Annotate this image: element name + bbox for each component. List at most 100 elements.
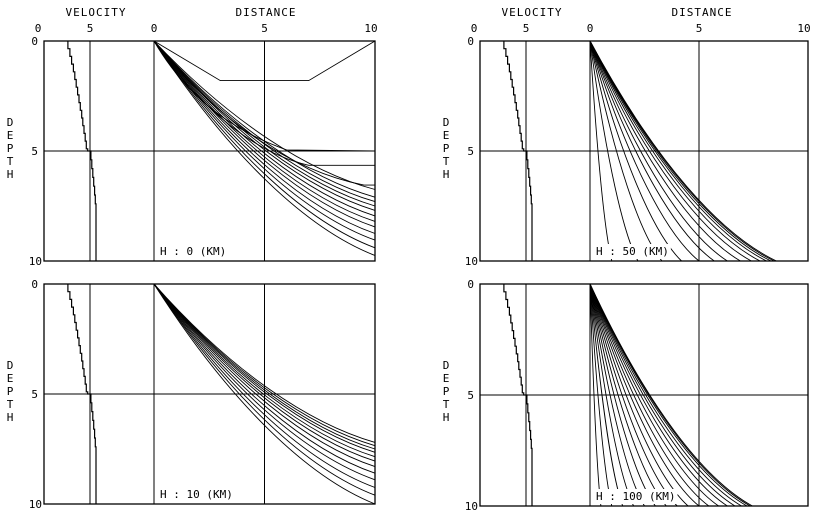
ray-path [153,40,376,241]
ray-path [153,283,376,462]
ray-path [153,40,376,222]
height-annotation: H : 100 (KM) [596,490,675,503]
distance-tick-label: 5 [696,22,703,35]
ray-path [153,40,376,234]
depth-axis-label-letter: E [7,372,14,385]
ray-path [589,40,767,262]
height-annotation: H : 0 (KM) [160,245,226,258]
distance-tick-label: 10 [797,22,810,35]
ray-path [589,283,710,507]
ray-path [589,40,752,262]
ray-path [589,40,700,262]
velocity-tick-label: 0 [35,22,42,35]
depth-tick-label: 10 [465,255,478,268]
depth-axis-label-letter: D [7,359,14,372]
ray-path [153,283,376,447]
distance-tick-label: 5 [261,22,268,35]
depth-tick-label: 5 [467,389,474,402]
depth-axis-label-letter: H [443,411,450,424]
ray-path [589,283,728,507]
ray-path [589,283,753,507]
depth-axis-label-letter: P [443,385,450,398]
depth-axis-label-letter: P [7,142,14,155]
height-annotation: H : 10 (KM) [160,488,233,501]
ray-path [153,40,376,198]
depth-tick-label: 5 [467,145,474,158]
ray-path [589,283,700,507]
depth-axis-label-letter: P [7,385,14,398]
annotation-background [158,244,229,259]
distance-tick-label: 0 [151,22,158,35]
ray-path [589,40,715,262]
ray-path [153,283,376,458]
ray-path [589,40,728,262]
velocity-axis-title: VELOCITY [66,6,127,19]
ray-path [153,40,376,207]
depth-tick-label: 10 [29,498,42,511]
depth-axis-label-letter: E [443,372,450,385]
ray-path [153,40,376,82]
velocity-profile-line [67,41,97,261]
ray-path [153,40,376,211]
ray-path [589,40,777,262]
depth-tick-label: 5 [31,388,38,401]
depth-axis-label-letter: E [443,129,450,142]
distance-tick-label: 0 [587,22,594,35]
ray-path [589,283,742,507]
ray-path [153,40,376,228]
velocity-profile-line [503,284,533,506]
ray-path [153,283,376,488]
ray-path [589,40,682,262]
ray-path [589,283,719,507]
ray-path [153,40,376,203]
depth-tick-label: 0 [31,35,38,48]
ray-path [153,40,376,249]
annotation-background [594,489,678,504]
depth-axis-label-letter: P [443,142,450,155]
depth-axis-label-letter: H [7,168,14,181]
height-annotation: H : 50 (KM) [596,245,669,258]
ray-path [153,283,376,453]
depth-axis-label-letter: T [7,398,14,411]
ray-path [153,283,376,443]
ray-path [153,283,376,474]
velocity-tick-label: 5 [87,22,94,35]
ray-path [589,283,736,507]
ray-path [153,283,376,496]
depth-axis-label-letter: T [7,155,14,168]
distance-tick-label: 10 [364,22,377,35]
velocity-profile-line [503,41,533,261]
depth-tick-label: 0 [467,278,474,291]
depth-tick-label: 10 [465,500,478,513]
depth-axis-label-letter: D [443,116,450,129]
velocity-tick-label: 5 [523,22,530,35]
velocity-axis-title: VELOCITY [502,6,563,19]
ray-path [153,40,376,256]
depth-axis-label-letter: T [443,398,450,411]
ray-path [153,283,376,468]
ray-path [153,40,376,190]
depth-tick-label: 5 [31,145,38,158]
distance-axis-title: DISTANCE [236,6,297,19]
ray-path [589,40,741,262]
depth-tick-label: 0 [467,35,474,48]
depth-axis-label-letter: D [443,359,450,372]
depth-axis-label-letter: E [7,129,14,142]
velocity-profile-line [67,284,97,504]
annotation-background [158,487,235,502]
depth-axis-label-letter: H [7,411,14,424]
ray-path [589,40,761,262]
depth-axis-label-letter: D [7,116,14,129]
ray-path [153,283,376,505]
depth-axis-label-letter: T [443,155,450,168]
ray-path [153,283,376,450]
depth-axis-label-letter: H [443,168,450,181]
ray-path [153,283,376,481]
depth-tick-label: 0 [31,278,38,291]
ray-path [153,40,376,217]
